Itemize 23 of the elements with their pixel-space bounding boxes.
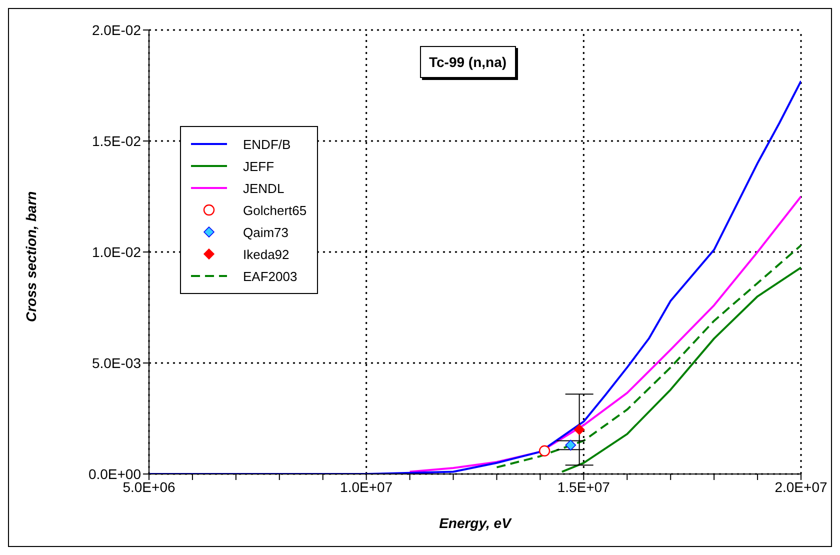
line-series [496,244,801,468]
point [565,440,576,451]
text: Tc-99 (n,na) [420,46,516,78]
legend-label: EAF2003 [243,268,298,284]
point [574,424,585,435]
line-series [560,266,801,473]
legend-label: Golchert65 [243,202,307,218]
legend-label: Ikeda92 [243,246,290,262]
y-tick-label: 5.0E-03 [92,354,142,371]
y-tick-label: 2.0E-02 [92,22,142,38]
x-axis-title: Energy, eV [439,515,513,531]
legend-label: Qaim73 [243,224,289,240]
x-tick-label: 1.0E+07 [340,478,393,495]
point [538,445,550,457]
x-tick-label: 1.5E+07 [557,478,610,495]
y-axis-title: Cross section, barn [22,191,39,322]
y-tick-label: 1.5E-02 [92,132,142,149]
line-series [408,196,801,473]
legend-label: JENDL [243,180,284,196]
y-tick-label: 1.0E-02 [92,244,142,260]
x-tick-label: 2.0E+07 [774,478,828,495]
legend-label: ENDF/B [243,136,291,152]
legend-label: JEFF [243,158,274,174]
